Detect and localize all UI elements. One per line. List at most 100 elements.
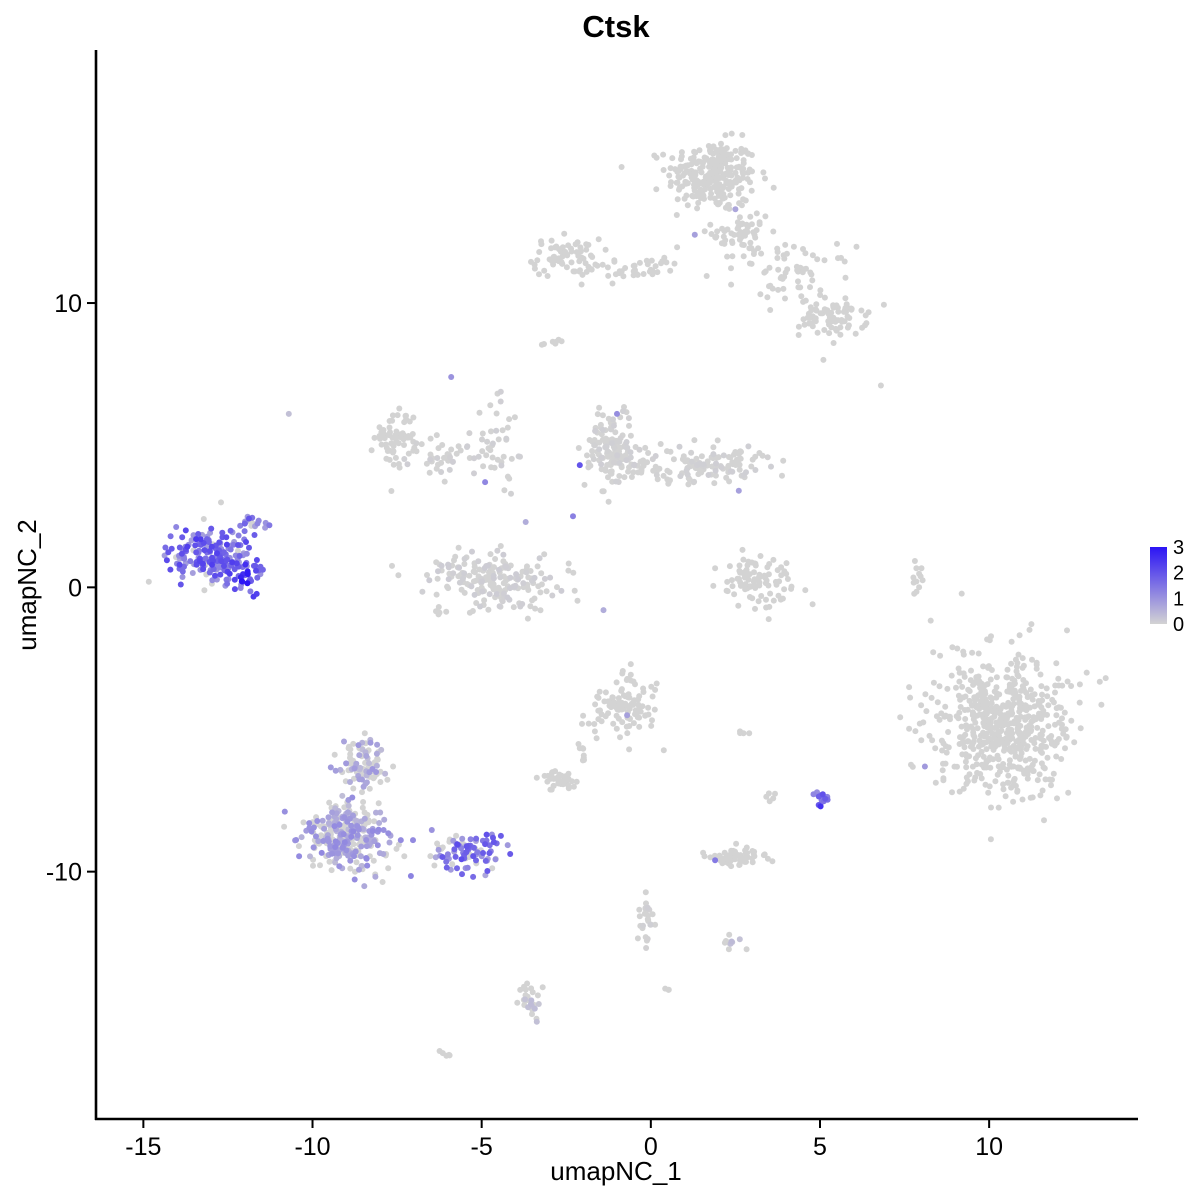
- data-point: [667, 183, 674, 189]
- data-point: [401, 853, 408, 860]
- data-point: [371, 818, 378, 825]
- data-point: [513, 571, 520, 578]
- data-point: [570, 569, 577, 576]
- data-point: [933, 713, 940, 720]
- data-point: [598, 466, 605, 473]
- data-point: [381, 816, 388, 823]
- data-point: [983, 746, 990, 753]
- data-point: [778, 564, 785, 571]
- data-point: [913, 578, 920, 585]
- data-point: [949, 789, 955, 796]
- data-point: [770, 556, 777, 563]
- data-point: [707, 854, 714, 861]
- data-point: [236, 553, 243, 559]
- data-point: [752, 605, 758, 612]
- data-point: [625, 691, 632, 698]
- data-point: [482, 479, 489, 486]
- data-point: [602, 689, 609, 696]
- data-point: [817, 803, 824, 810]
- data-point: [609, 280, 616, 287]
- data-point: [591, 721, 598, 727]
- data-point: [774, 245, 781, 252]
- data-point: [604, 264, 611, 271]
- data-point: [726, 478, 733, 485]
- data-point: [700, 849, 707, 856]
- data-point: [993, 674, 1000, 681]
- data-point: [735, 190, 742, 197]
- legend-label: 0: [1173, 614, 1184, 636]
- data-point: [1044, 693, 1051, 700]
- data-point: [374, 741, 381, 748]
- data-point: [762, 213, 769, 220]
- data-point: [717, 146, 724, 152]
- data-point: [498, 462, 505, 469]
- data-point: [1016, 708, 1023, 715]
- data-point: [821, 294, 828, 301]
- data-point: [1043, 685, 1050, 692]
- data-point: [951, 763, 958, 770]
- data-point: [1056, 719, 1062, 726]
- data-point: [729, 240, 736, 246]
- data-point: [605, 474, 611, 481]
- data-point: [746, 571, 753, 578]
- data-point: [443, 864, 450, 871]
- data-point: [371, 773, 378, 780]
- data-point: [217, 571, 224, 578]
- data-point: [630, 701, 636, 708]
- data-point: [808, 271, 815, 278]
- data-point: [534, 257, 541, 264]
- data-point: [369, 828, 376, 834]
- data-point: [376, 820, 383, 826]
- data-point: [573, 778, 580, 785]
- data-point: [784, 576, 791, 582]
- data-point: [413, 440, 420, 447]
- data-point: [507, 851, 514, 857]
- data-point: [333, 855, 340, 862]
- data-point: [534, 992, 541, 999]
- data-point: [359, 804, 366, 811]
- data-point: [683, 192, 690, 199]
- data-point: [727, 468, 734, 475]
- data-point: [601, 698, 608, 705]
- data-point: [961, 707, 968, 713]
- data-point: [563, 264, 570, 271]
- data-point: [1034, 777, 1041, 784]
- data-point: [982, 682, 988, 689]
- data-point: [630, 469, 637, 476]
- data-point: [444, 851, 451, 858]
- data-point: [339, 792, 346, 799]
- data-point: [1041, 765, 1048, 772]
- data-point: [329, 850, 335, 857]
- data-point: [522, 996, 528, 1003]
- data-point: [1005, 710, 1012, 717]
- data-point: [489, 440, 496, 447]
- data-point: [559, 253, 566, 260]
- data-point: [958, 723, 965, 730]
- data-point: [687, 155, 694, 162]
- data-point: [504, 842, 511, 849]
- data-point: [1044, 754, 1051, 761]
- data-point: [826, 330, 833, 337]
- data-point: [538, 570, 545, 577]
- data-point: [565, 567, 572, 574]
- y-axis-title: umapNC_2: [12, 519, 42, 651]
- data-point: [834, 240, 840, 247]
- data-point: [193, 549, 200, 556]
- data-point: [357, 853, 364, 860]
- data-point: [376, 424, 383, 431]
- data-point: [626, 422, 632, 429]
- data-point: [208, 525, 215, 532]
- data-point: [470, 873, 477, 880]
- data-point: [531, 595, 538, 602]
- data-point: [1053, 712, 1060, 719]
- data-point: [325, 838, 332, 845]
- data-point: [722, 132, 729, 139]
- data-point: [355, 742, 362, 749]
- x-tick-label: -5: [471, 1133, 493, 1161]
- data-point: [748, 260, 755, 267]
- data-point: [595, 236, 602, 243]
- data-point: [813, 301, 820, 308]
- data-point: [770, 597, 777, 604]
- data-point: [182, 527, 189, 534]
- data-point: [1042, 776, 1049, 783]
